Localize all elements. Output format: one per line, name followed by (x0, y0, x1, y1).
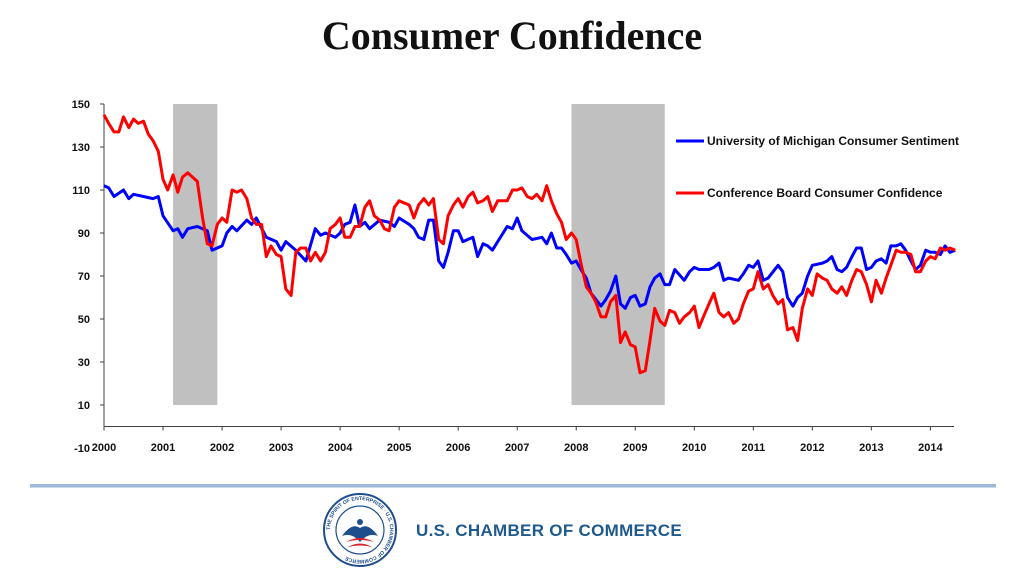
y-tick-label: 70 (78, 271, 90, 283)
series-line-umich-sentiment (103, 184, 956, 310)
page-title: Consumer Confidence (321, 13, 703, 58)
chart-series (102, 114, 956, 375)
y-tick-label: 50 (78, 314, 90, 326)
x-tick-label: 2004 (328, 442, 353, 454)
x-tick-label: 2009 (623, 442, 647, 454)
x-tick-label: 2005 (387, 442, 411, 454)
x-tick-label: 2014 (918, 442, 943, 454)
x-tick-label: 2012 (800, 442, 824, 454)
x-tick-label: 2002 (210, 442, 234, 454)
chart-legend: University of Michigan Consumer Sentimen… (676, 134, 959, 200)
legend-label: Conference Board Consumer Confidence (707, 186, 943, 200)
x-tick-label: 2013 (859, 442, 883, 454)
consumer-confidence-chart: 150 130 110 90 70 50 30 10 -10 2000 2001 2002 2003 20… (72, 99, 959, 455)
recession-band-1 (173, 104, 218, 405)
x-tick-label: 2006 (446, 442, 470, 454)
eagle-seal-icon: THE SPIRIT OF ENTERPRISE · U.S. CHAMBER … (323, 493, 397, 567)
x-tick-label: 2007 (505, 442, 529, 454)
x-tick-label: 2010 (682, 442, 706, 454)
y-tick-label: 90 (78, 228, 90, 240)
y-tick-label: 10 (78, 400, 90, 412)
x-tick-label: 2008 (564, 442, 588, 454)
recession-shading (173, 104, 665, 405)
y-tick-label: 110 (72, 185, 90, 197)
x-tick-label: 2003 (269, 442, 293, 454)
y-tick-label: 130 (72, 142, 90, 154)
series-line-conference-board (102, 114, 956, 375)
footer-divider (30, 484, 996, 488)
recession-band-2 (571, 104, 665, 405)
x-tick-label: 2011 (741, 442, 765, 454)
x-tick-label: 2000 (92, 442, 116, 454)
y-tick-label: 30 (78, 357, 90, 369)
chamber-logo[interactable]: THE SPIRIT OF ENTERPRISE · U.S. CHAMBER … (322, 492, 712, 572)
chart-axes: 150 130 110 90 70 50 30 10 -10 2000 2001 2002 2003 20… (72, 99, 954, 455)
y-tick-label: 150 (72, 99, 90, 111)
y-tick-label: -10 (74, 443, 90, 455)
organization-name: U.S. CHAMBER OF COMMERCE (416, 521, 682, 540)
legend-label: University of Michigan Consumer Sentimen… (707, 134, 959, 148)
x-tick-label: 2001 (151, 442, 175, 454)
